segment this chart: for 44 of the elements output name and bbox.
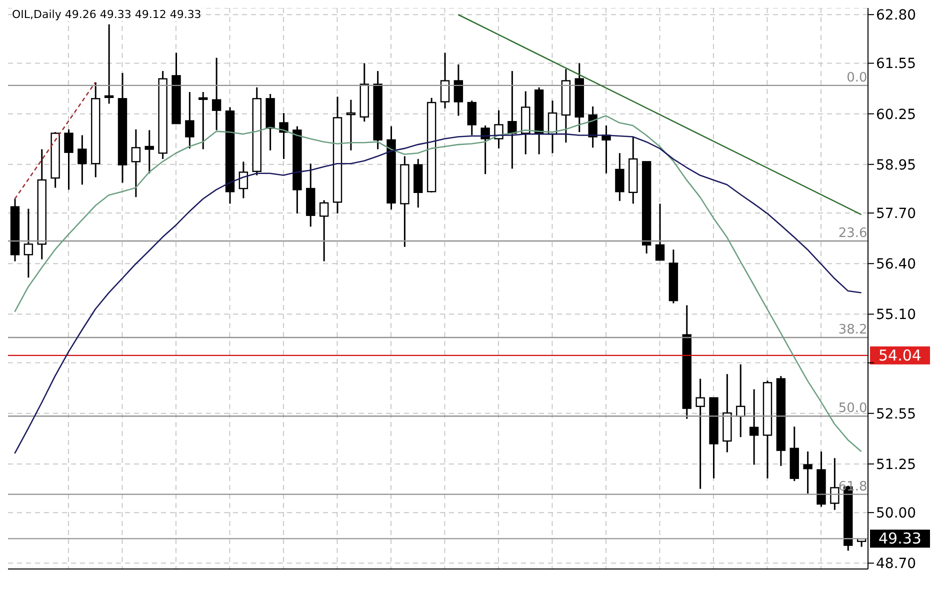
- candlestick: [319, 199, 329, 262]
- ref-line-label: 54.04: [878, 346, 922, 364]
- candlestick: [78, 134, 87, 186]
- candlestick: [131, 128, 141, 198]
- y-tick-label: 56.40: [876, 256, 916, 273]
- y-tick-label: 60.25: [876, 106, 916, 123]
- annotation: 50.0: [838, 401, 868, 416]
- candlestick: [346, 99, 356, 152]
- candlestick: [615, 152, 624, 202]
- y-tick-label: 62.80: [876, 8, 916, 24]
- candlestick: [467, 100, 476, 136]
- y-tick-label: 51.25: [876, 456, 916, 473]
- candlestick: [696, 378, 705, 490]
- annotation: 61.8: [838, 479, 868, 494]
- annotation: 38.2: [838, 322, 868, 338]
- candlestick: [185, 91, 194, 150]
- y-tick-label: 61.55: [876, 56, 916, 72]
- chart-title: OIL,Daily 49.26 49.33 49.12 49.33: [12, 8, 202, 21]
- candlestick: [480, 124, 490, 175]
- candlestick: [198, 91, 208, 150]
- candlestick: [64, 128, 74, 190]
- candlestick: [494, 110, 504, 150]
- y-tick-label: 48.70: [876, 556, 916, 572]
- candlestick: [830, 457, 840, 511]
- candlestick: [803, 450, 812, 494]
- candlestick: [238, 160, 248, 199]
- annotation: 0.0: [846, 70, 868, 86]
- y-tick-label: 52.55: [876, 406, 916, 422]
- candlestick: [454, 64, 464, 117]
- candlestick: [440, 52, 450, 110]
- candlestick: [24, 208, 34, 278]
- candlestick: [212, 57, 222, 131]
- candlestick: [508, 70, 517, 170]
- annotation: 23.6: [838, 226, 868, 242]
- candlestick: [104, 24, 114, 104]
- candlestick: [655, 202, 665, 261]
- ref-line-label: 49.33: [878, 530, 922, 548]
- y-tick-label: 50.00: [876, 506, 916, 522]
- y-tick-label: 55.10: [876, 307, 916, 324]
- candlestick: [144, 129, 154, 174]
- candlestick: [749, 388, 759, 466]
- y-tick-label: 58.95: [876, 157, 916, 174]
- candlestick: [279, 112, 288, 160]
- y-tick-label: 57.70: [876, 206, 916, 222]
